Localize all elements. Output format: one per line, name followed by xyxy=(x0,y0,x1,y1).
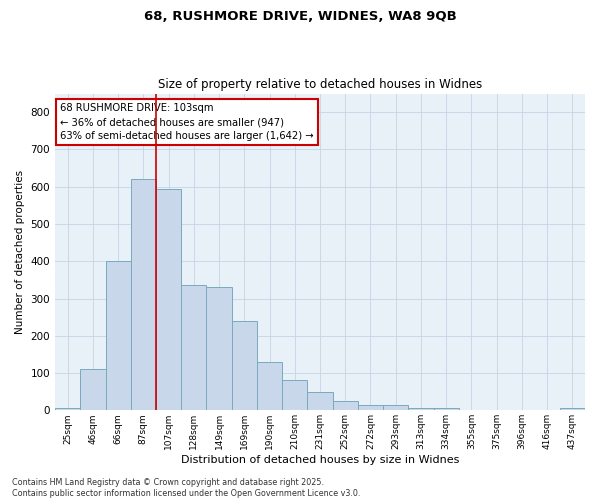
Text: Contains HM Land Registry data © Crown copyright and database right 2025.
Contai: Contains HM Land Registry data © Crown c… xyxy=(12,478,361,498)
Bar xyxy=(358,404,383,410)
Text: 68 RUSHMORE DRIVE: 103sqm
← 36% of detached houses are smaller (947)
63% of semi: 68 RUSHMORE DRIVE: 103sqm ← 36% of detac… xyxy=(61,103,314,141)
Title: Size of property relative to detached houses in Widnes: Size of property relative to detached ho… xyxy=(158,78,482,91)
Bar xyxy=(156,188,181,410)
Bar xyxy=(131,180,156,410)
Bar xyxy=(55,408,80,410)
Bar xyxy=(206,288,232,410)
Text: 68, RUSHMORE DRIVE, WIDNES, WA8 9QB: 68, RUSHMORE DRIVE, WIDNES, WA8 9QB xyxy=(143,10,457,23)
X-axis label: Distribution of detached houses by size in Widnes: Distribution of detached houses by size … xyxy=(181,455,459,465)
Bar xyxy=(383,404,409,410)
Bar xyxy=(434,408,459,410)
Bar xyxy=(560,408,585,410)
Bar xyxy=(409,408,434,410)
Bar xyxy=(332,401,358,410)
Bar xyxy=(282,380,307,410)
Bar xyxy=(232,321,257,410)
Y-axis label: Number of detached properties: Number of detached properties xyxy=(15,170,25,334)
Bar xyxy=(181,286,206,410)
Bar xyxy=(257,362,282,410)
Bar xyxy=(106,261,131,410)
Bar xyxy=(307,392,332,410)
Bar xyxy=(80,370,106,410)
